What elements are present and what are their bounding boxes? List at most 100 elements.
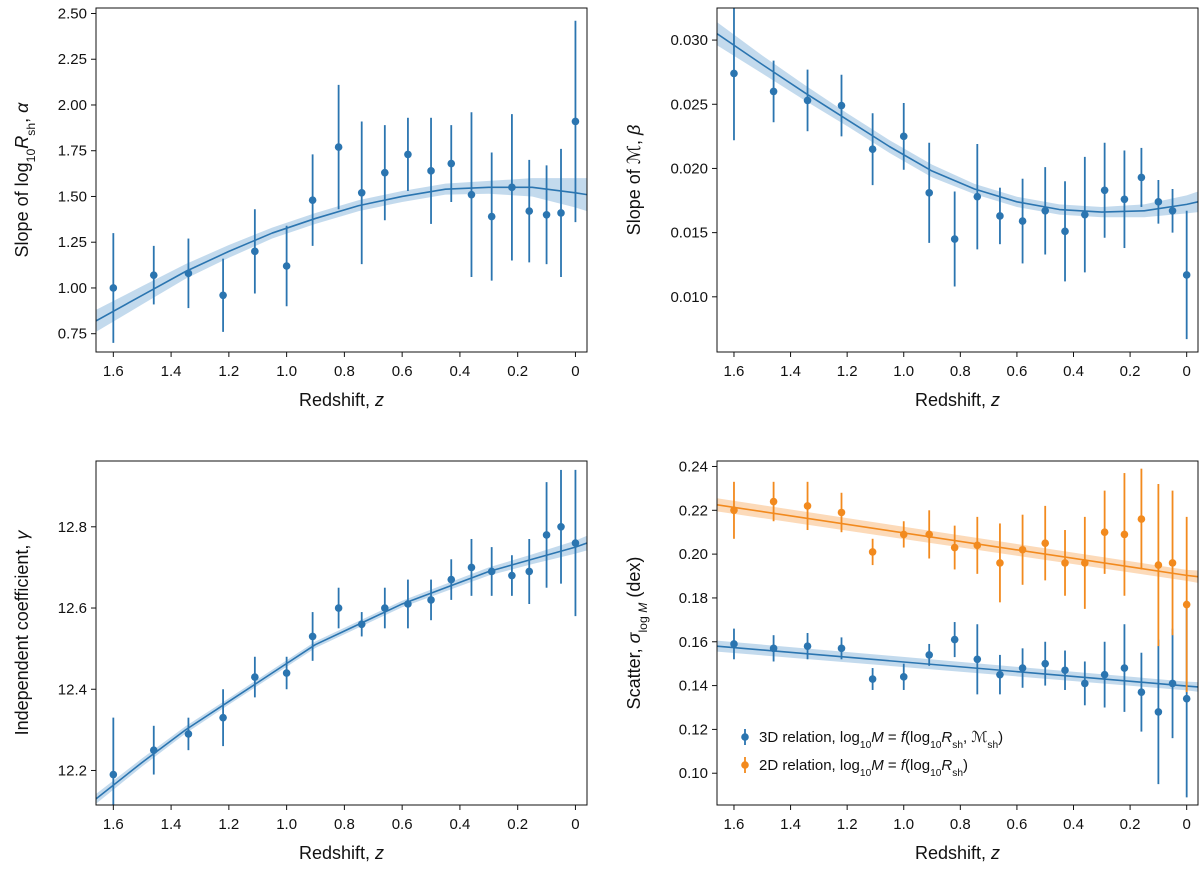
x-tick-label: 0 [571,816,579,833]
y-tick-label: 0.030 [670,32,708,49]
y-tick-label: 1.25 [58,234,87,251]
data-point [868,675,877,683]
x-tick-label: 1.6 [103,816,124,833]
data-point [508,183,516,192]
data-point [996,212,1004,220]
data-point [1168,207,1177,215]
data-point [899,673,908,681]
axes-frame [716,7,1199,353]
x-tick-label: 0.2 [1120,816,1141,833]
data-point [769,497,778,506]
data-point [109,770,118,779]
data-point [973,541,982,550]
data-point [251,247,259,256]
data-point [427,167,435,175]
data-point [803,502,812,510]
data-point [467,563,476,572]
x-tick-label: 1.2 [837,816,858,833]
y-tick-label: 2.00 [58,97,87,114]
data-point [525,567,534,576]
x-tick-label: 0.8 [334,816,355,833]
data-point [730,506,738,515]
x-tick-label: 0.4 [449,816,470,833]
y-tick-label: 2.50 [58,5,87,22]
data-point [1018,545,1027,554]
data-point [571,117,580,126]
data-point [1081,559,1089,567]
data-point [1154,708,1163,716]
data-point [1041,539,1050,547]
x-tick-label: 0.8 [950,363,971,380]
y-tick-label: 12.8 [58,519,87,536]
y-tick-label: 12.4 [58,681,87,698]
data-point [427,596,435,604]
data-point [487,212,496,221]
y-tick-label: 0.10 [679,765,708,782]
data-point [381,604,389,612]
data-point [357,189,366,197]
data-point [542,531,551,539]
y-axis-label: Slope of log10Rsh, α [12,102,38,258]
panel-bottom-left: 1.6 1.4 1.2 1.0 0.8 0.6 0.4 0.2 0 12.2 12.4 12.6 12.… [12,460,588,863]
data-point [868,548,877,556]
fit-line-orange [717,504,1198,578]
legend-item-blue: 3D relation, log10M = f(log10Rsh, ℳsh) [741,729,1003,751]
data-point [868,145,877,153]
x-tick-label: 0 [571,363,579,380]
data-point [557,209,565,217]
data-point [1137,688,1146,696]
x-tick-label: 0.6 [1006,816,1027,833]
y-tick-label: 0.025 [670,96,708,113]
plot-area [717,8,1198,340]
confidence-band-blue [717,22,1198,218]
y-tick-label: 0.015 [670,225,708,242]
data-point [404,150,412,159]
data-point [1182,694,1191,703]
y-tick-label: 2.25 [58,51,87,68]
fit-line-blue [717,33,1198,213]
data-point [219,291,227,300]
y-tick-label: 0.20 [679,546,708,563]
data-point [282,262,291,270]
x-axis-label: Redshift, z [915,843,1000,863]
legend: 3D relation, log10M = f(log10Rsh, ℳsh) 2D… [741,729,1003,779]
data-point [149,746,158,754]
x-tick-label: 0.2 [1120,363,1141,380]
x-tick-label: 1.6 [724,816,745,833]
data-point [1154,198,1163,206]
x-tick-label: 0 [1183,363,1191,380]
fit-line-blue [96,542,587,800]
x-tick-label: 1.4 [161,816,182,833]
x-tick-label: 1.0 [893,816,914,833]
data-point [447,575,456,584]
x-tick-label: 0.8 [334,363,355,380]
data-point [282,669,291,677]
x-tick-label: 1.6 [103,363,124,380]
data-point [837,644,846,653]
data-point [1061,227,1069,236]
data-point [357,620,366,629]
data-point [525,207,534,215]
data-point [1182,271,1191,279]
data-point [899,132,908,141]
data-point [251,673,259,681]
data-point [837,508,846,517]
data-point [1018,664,1027,672]
data-point [1182,600,1191,609]
data-point [1154,561,1163,569]
y-tick-label: 1.00 [58,280,87,297]
data-point [557,522,565,531]
x-tick-label: 1.2 [218,363,239,380]
data-point [1100,186,1109,195]
y-tick-label: 12.6 [58,600,87,617]
data-point [447,159,456,168]
data-point [184,269,193,278]
y-tick-label: 1.50 [58,188,87,205]
data-point [1168,559,1177,567]
y-tick-label: 0.020 [670,160,708,177]
x-tick-label: 0.4 [449,363,470,380]
data-point [925,189,934,197]
data-point [1100,670,1109,679]
x-tick-label: 0.2 [507,363,528,380]
